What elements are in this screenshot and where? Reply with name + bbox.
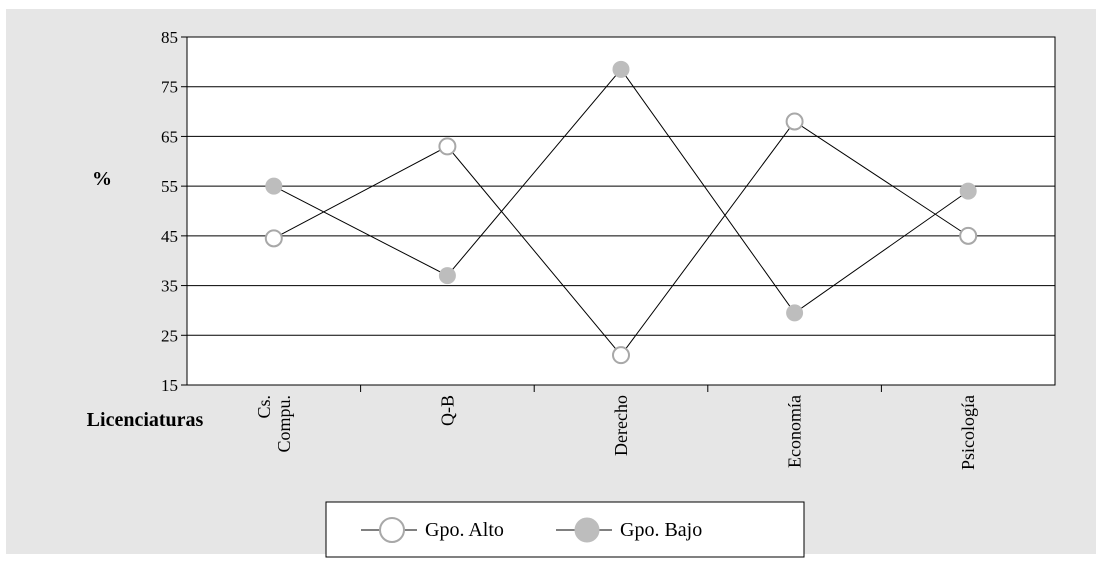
data-point [959,182,977,200]
y-tick-label: 75 [161,78,178,97]
x-tick-label-line: Derecho [611,395,631,456]
legend-marker [379,517,405,543]
plot-area [186,36,1056,386]
x-tick-label-line: Q-B [437,395,457,426]
legend-label: Gpo. Alto [425,519,504,541]
chart-frame: 15 25 35 45 55 65 75 85 Cs. Compu. Q-B Derecho Econ… [6,9,1096,558]
line-chart: 15 25 35 45 55 65 75 85 Cs. Compu. Q-B Derecho Econ… [87,28,1056,558]
legend-marker [574,517,600,543]
x-tick-label: Derecho [611,395,631,456]
data-point [438,137,457,156]
gridlines [181,36,1055,386]
data-point [959,226,978,245]
x-tick-label-line: Compu. [274,395,294,453]
y-tick-label: 15 [161,376,178,395]
y-axis-labels: 15 25 35 45 55 65 75 85 [161,28,178,395]
legend-label: Gpo. Bajo [620,519,702,541]
data-point [612,346,630,365]
y-tick-label: 85 [161,28,178,47]
data-point [786,304,804,322]
x-tick-label-line: Economía [785,395,805,468]
y-tick-label: 25 [161,326,178,345]
x-tick-label: Psicología [958,395,978,470]
data-point [265,177,283,195]
legend-item: Gpo. Bajo [556,517,702,543]
x-axis-title: Licenciaturas [87,409,204,431]
data-point [785,112,804,131]
legend: Gpo. Alto Gpo. Bajo [325,501,805,558]
y-tick-label: 35 [161,277,178,296]
legend-item: Gpo. Alto [361,517,504,543]
x-tick-label: Cs. Compu. [254,395,294,453]
y-axis-title: % [92,168,112,190]
series-layer [264,60,978,365]
y-tick-label: 55 [161,177,178,196]
data-point [438,267,456,285]
x-axis-ticks [360,385,882,392]
y-tick-label: 45 [161,227,178,246]
x-tick-label: Economía [785,395,805,468]
x-tick-label-line: Psicología [958,395,978,470]
x-tick-label: Q-B [437,395,457,426]
data-point [264,229,283,248]
data-point [612,60,630,78]
x-tick-label-line: Cs. [254,395,274,419]
y-tick-label: 65 [161,127,178,146]
x-axis-labels: Cs. Compu. Q-B Derecho Economía Psicología [254,395,978,470]
